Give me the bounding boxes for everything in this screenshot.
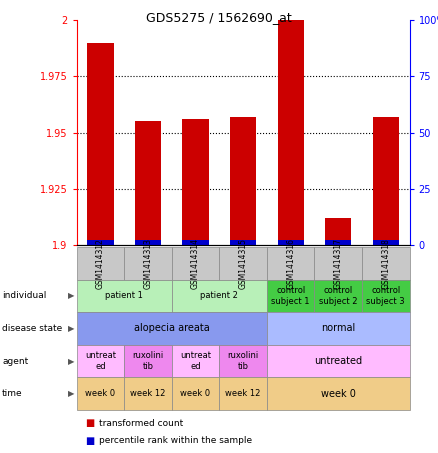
Text: GSM1414312: GSM1414312 bbox=[96, 238, 105, 289]
Text: ruxolini
tib: ruxolini tib bbox=[227, 352, 259, 371]
Text: week 0: week 0 bbox=[85, 389, 116, 398]
Text: control
subject 1: control subject 1 bbox=[272, 286, 310, 305]
Text: GSM1414316: GSM1414316 bbox=[286, 238, 295, 289]
Text: GSM1414317: GSM1414317 bbox=[334, 238, 343, 289]
Text: individual: individual bbox=[2, 291, 46, 300]
Bar bbox=[183, 119, 208, 245]
Bar bbox=[373, 117, 399, 245]
Bar bbox=[325, 240, 351, 245]
Text: transformed count: transformed count bbox=[99, 419, 183, 428]
Text: week 0: week 0 bbox=[180, 389, 211, 398]
Text: ▶: ▶ bbox=[68, 324, 74, 333]
Text: ■: ■ bbox=[85, 419, 95, 429]
Text: GSM1414313: GSM1414313 bbox=[144, 238, 152, 289]
Text: ▶: ▶ bbox=[68, 389, 74, 398]
Text: control
subject 3: control subject 3 bbox=[367, 286, 405, 305]
Text: alopecia areata: alopecia areata bbox=[134, 323, 210, 333]
Text: normal: normal bbox=[321, 323, 355, 333]
Bar bbox=[183, 240, 208, 245]
Bar bbox=[373, 240, 399, 245]
Bar bbox=[278, 240, 304, 245]
Text: untreat
ed: untreat ed bbox=[180, 352, 211, 371]
Text: time: time bbox=[2, 389, 23, 398]
Bar bbox=[278, 20, 304, 245]
Text: ■: ■ bbox=[85, 436, 95, 446]
Text: disease state: disease state bbox=[2, 324, 63, 333]
Text: untreated: untreated bbox=[314, 356, 362, 366]
Bar bbox=[230, 117, 256, 245]
Bar bbox=[325, 218, 351, 245]
Text: week 0: week 0 bbox=[321, 389, 356, 399]
Text: agent: agent bbox=[2, 357, 28, 366]
Text: ruxolini
tib: ruxolini tib bbox=[132, 352, 164, 371]
Bar bbox=[87, 240, 113, 245]
Text: patient 1: patient 1 bbox=[105, 291, 143, 300]
Text: week 12: week 12 bbox=[226, 389, 261, 398]
Text: patient 2: patient 2 bbox=[200, 291, 238, 300]
Text: GDS5275 / 1562690_at: GDS5275 / 1562690_at bbox=[146, 11, 292, 24]
Text: GSM1414318: GSM1414318 bbox=[381, 238, 390, 289]
Bar bbox=[87, 43, 113, 245]
Text: GSM1414314: GSM1414314 bbox=[191, 238, 200, 289]
Bar bbox=[135, 121, 161, 245]
Text: percentile rank within the sample: percentile rank within the sample bbox=[99, 436, 252, 445]
Bar bbox=[135, 240, 161, 245]
Text: ▶: ▶ bbox=[68, 291, 74, 300]
Text: week 12: week 12 bbox=[130, 389, 166, 398]
Text: untreat
ed: untreat ed bbox=[85, 352, 116, 371]
Bar bbox=[230, 240, 256, 245]
Text: ▶: ▶ bbox=[68, 357, 74, 366]
Text: GSM1414315: GSM1414315 bbox=[239, 238, 247, 289]
Text: control
subject 2: control subject 2 bbox=[319, 286, 357, 305]
